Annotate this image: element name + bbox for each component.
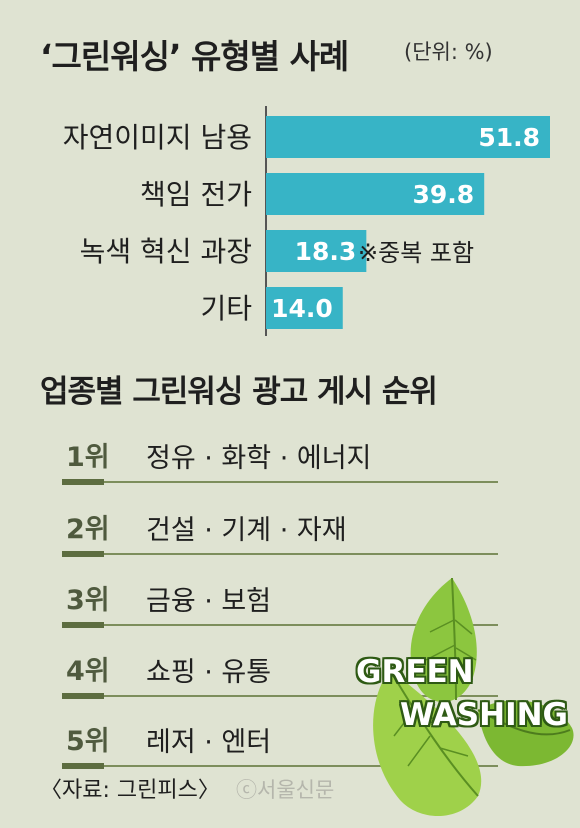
category-label: 녹색 혁신 과장 — [80, 235, 252, 268]
badge-line-1: GREEN — [356, 654, 474, 690]
rank-marker — [62, 763, 104, 769]
leaf-icon — [410, 577, 477, 703]
rank-divider — [62, 695, 498, 697]
chart-title: ‘그린워싱’ 유형별 사례 — [40, 37, 349, 76]
ranking-item-4: 4위 쇼핑 · 유통 — [62, 647, 500, 701]
ranking-item-3: 3위 금융 · 보험 — [62, 576, 500, 630]
ranking-title: 업종별 그린워싱 광고 게시 순위 — [40, 374, 438, 410]
bar-value-label: 39.8 — [413, 180, 475, 209]
rank-industry: 건설 · 기계 · 자재 — [146, 515, 347, 546]
rank-divider — [62, 553, 498, 555]
unit-label: (단위: %) — [404, 40, 493, 64]
leaf-icon — [373, 669, 482, 817]
ranking-item-5: 5위 레저 · 엔터 — [62, 717, 500, 771]
publisher-logo: ⓒ서울신문 — [236, 778, 335, 802]
bar — [266, 173, 485, 215]
rank-number: 1위 — [66, 442, 110, 473]
rank-industry: 금융 · 보험 — [146, 586, 272, 617]
leaf-illustration — [373, 577, 574, 817]
leaf-icon — [477, 700, 574, 767]
bar-chart: 자연이미지 남용 51.8 책임 전가 39.8 녹색 혁신 과장 18.3 기타 14.0 — [63, 106, 550, 336]
rank-divider — [62, 481, 498, 483]
rank-marker — [62, 622, 104, 628]
bar — [266, 230, 367, 272]
chart-annotation: ※중복 포함 — [358, 239, 475, 267]
rank-industry: 레저 · 엔터 — [146, 727, 272, 758]
rank-number: 2위 — [66, 514, 110, 545]
rank-number: 4위 — [66, 656, 110, 687]
source-label: 〈자료: 그린피스〉 — [40, 778, 220, 803]
ranking-item-2: 2위 건설 · 기계 · 자재 — [62, 505, 500, 559]
rank-marker — [62, 693, 104, 699]
ranking-item-1: 1위 정유 · 화학 · 에너지 — [62, 433, 500, 487]
bar — [266, 116, 550, 158]
bar-value-label: 18.3 — [295, 237, 357, 266]
rank-divider — [62, 624, 498, 626]
rank-industry: 정유 · 화학 · 에너지 — [146, 443, 372, 474]
category-label: 자연이미지 남용 — [63, 121, 252, 154]
category-label: 책임 전가 — [140, 178, 252, 211]
bar — [266, 287, 343, 329]
rank-number: 3위 — [66, 585, 110, 616]
rank-marker — [62, 479, 104, 485]
badge-line-2: WASHING — [400, 697, 568, 733]
rank-number: 5위 — [66, 726, 110, 757]
rank-marker — [62, 551, 104, 557]
rank-divider — [62, 765, 498, 767]
bar-value-label: 14.0 — [271, 294, 333, 323]
rank-industry: 쇼핑 · 유통 — [146, 657, 272, 688]
bar-value-label: 51.8 — [478, 123, 540, 152]
category-label: 기타 — [200, 292, 252, 325]
